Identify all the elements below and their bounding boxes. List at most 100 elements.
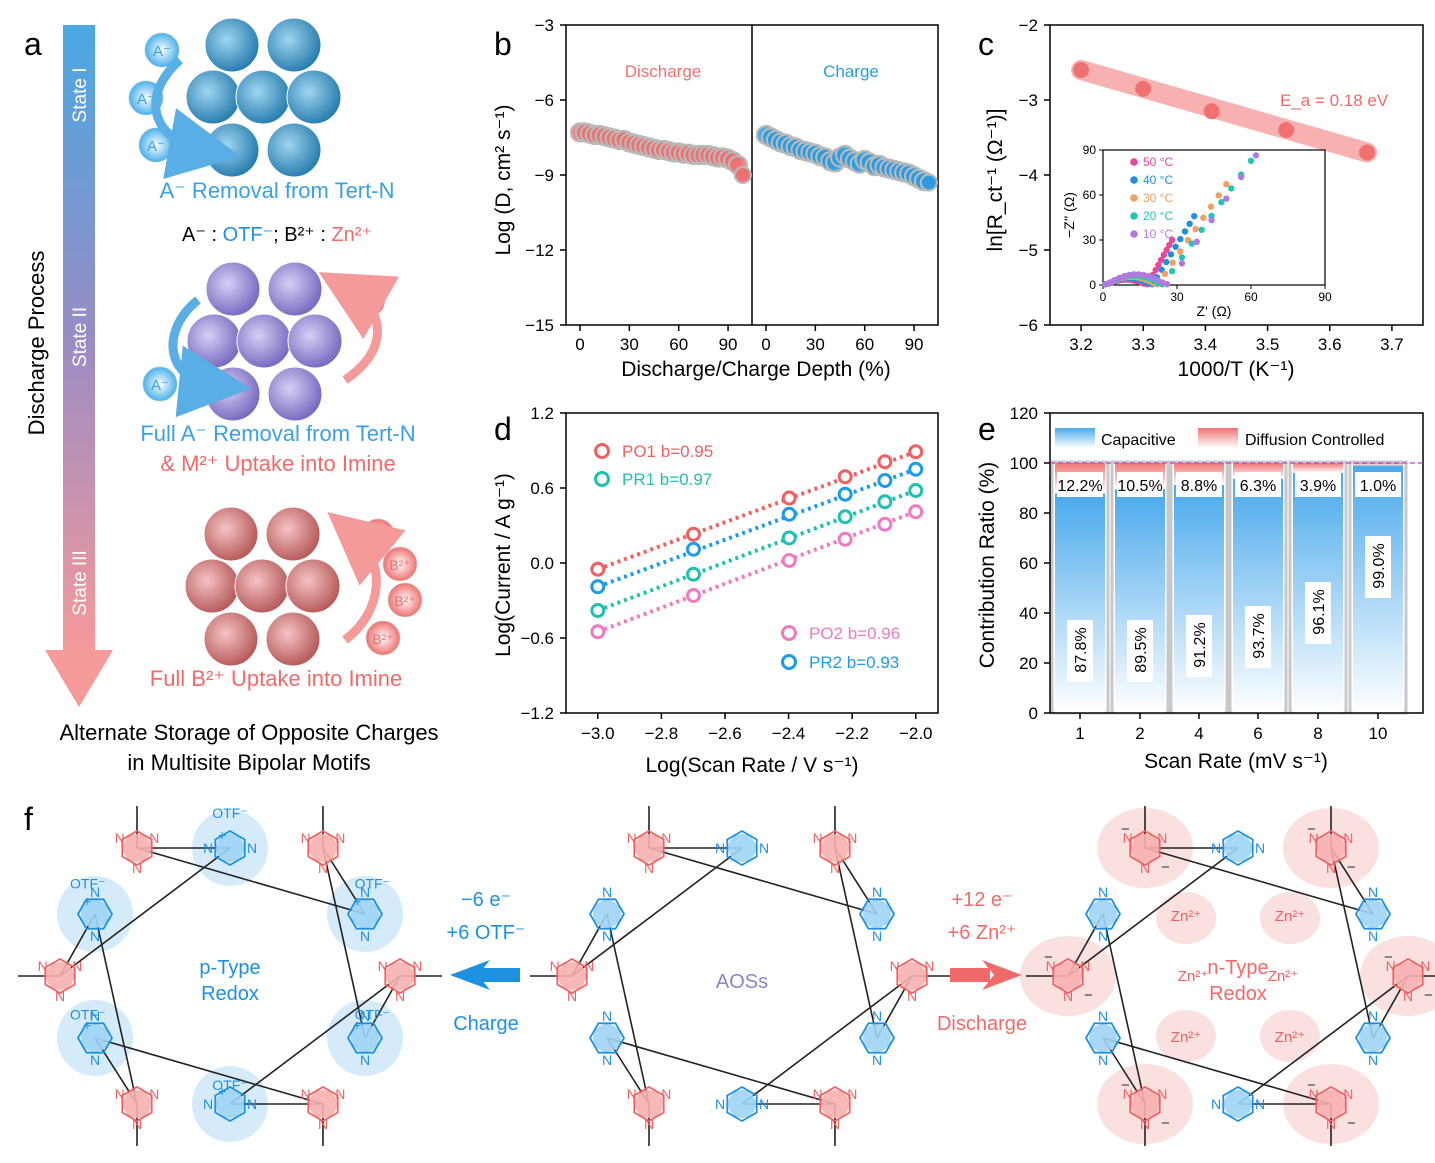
nitrogen-atom: N xyxy=(872,928,882,944)
bar-capacitive xyxy=(1233,478,1283,713)
inset-legend-label: 10 °C xyxy=(1143,227,1173,241)
xtick-label-b: 60 xyxy=(669,335,688,354)
panel-letter-d: d xyxy=(494,411,512,447)
triazine-ring xyxy=(44,957,76,995)
points-b xyxy=(569,122,938,192)
label-bg-capacitive xyxy=(1127,620,1153,682)
piperazine-glow xyxy=(1089,1024,1117,1052)
nitrogen-atom: N xyxy=(72,958,82,974)
xlabel-b: Discharge/Charge Depth (%) xyxy=(621,358,891,381)
point-d xyxy=(837,531,853,547)
cation-bubble xyxy=(365,620,401,656)
discharge-label: Discharge xyxy=(625,62,702,81)
inset-point xyxy=(1125,271,1133,279)
nitrogen-atom: N xyxy=(1140,1116,1150,1132)
axes-d: −3.0 −2.8 −2.6 −2.4 −2.2 −2.0 −1.2 −0.6 0.0 0.6 1.… xyxy=(520,404,932,743)
nitrogen-atom: N xyxy=(872,884,882,900)
point-d xyxy=(781,506,797,522)
panel-letter-e: e xyxy=(978,411,996,447)
particle-sphere xyxy=(286,69,342,125)
arrhenius-plot xyxy=(1071,60,1378,163)
inset-point xyxy=(1168,236,1176,244)
particle-sphere xyxy=(267,261,323,317)
nitrogen-atom: N xyxy=(1098,884,1108,900)
xtick-label-d: −2.8 xyxy=(645,724,679,743)
summary-line1: Alternate Storage of Opposite Charges xyxy=(59,720,438,745)
bar-label-capacitive: 99.0% xyxy=(1371,543,1388,588)
ytick-label-e: 60 xyxy=(1019,554,1038,573)
particle-sphere xyxy=(265,611,321,667)
piperazine-glow xyxy=(1359,1024,1387,1052)
bond xyxy=(1102,1037,1332,1105)
nitrogen-atom: N xyxy=(847,830,857,846)
triazine-glow xyxy=(1054,962,1082,990)
legend-label-d: PR1 b=0.97 xyxy=(622,470,712,489)
xlabel-c: 1000/T (K⁻¹) xyxy=(1178,358,1295,381)
label-bg-diffusion xyxy=(1295,472,1341,497)
triazine-ring xyxy=(633,829,665,867)
piperazine-ring xyxy=(1222,1085,1254,1123)
nitrogen-atom: N xyxy=(602,928,612,944)
negative-charge: − xyxy=(1307,821,1316,838)
nitrogen-atom: N xyxy=(90,1008,100,1024)
state1-caption: A⁻ Removal from Tert-N xyxy=(160,178,395,203)
bond xyxy=(94,1037,324,1105)
bond xyxy=(1237,975,1409,1105)
nitrogen-atom: N xyxy=(1080,958,1090,974)
triazine-ring xyxy=(819,1085,851,1123)
triazine-glow xyxy=(821,1090,849,1118)
piperazine-ring xyxy=(858,1022,896,1054)
ytick-label-b: −12 xyxy=(525,241,554,260)
negative-charge: − xyxy=(1161,1115,1170,1132)
cation-uptake-arrow-2 xyxy=(318,272,400,384)
state-3-label: State III xyxy=(70,550,91,615)
nitrogen-atom: N xyxy=(1309,830,1319,846)
nitrogen-atom: N xyxy=(890,958,900,974)
triazine-glow xyxy=(123,834,151,862)
nitrogen-atom: N xyxy=(1098,928,1108,944)
triazine-ring xyxy=(1315,829,1347,867)
panel-c: 3.2 3.3 3.4 3.5 3.6 3.7 −6 −5 −4 −3 −2 E_a = 0.18 … xyxy=(984,16,1424,381)
positive-charge: + xyxy=(218,1083,226,1099)
negative-charge: − xyxy=(1384,949,1393,966)
piperazine-ring xyxy=(76,1022,114,1054)
piperazine-ring xyxy=(1084,898,1122,930)
bond xyxy=(1144,847,1374,915)
bond xyxy=(648,847,878,915)
ytick-label-c: −3 xyxy=(1019,91,1038,110)
state-2-label: State II xyxy=(70,307,91,367)
zn-label: Zn²⁺ xyxy=(1171,1029,1201,1046)
panel-a: Discharge Process State I State II State… xyxy=(24,17,439,775)
legend-marker-d xyxy=(594,443,610,459)
point-d xyxy=(837,469,853,485)
triazine-ring xyxy=(384,957,416,995)
inset-legend-label: 40 °C xyxy=(1143,173,1173,187)
inset-point xyxy=(1181,228,1189,235)
ytick-label-d: −0.6 xyxy=(520,629,554,648)
inset-point xyxy=(1188,240,1196,247)
ytick-label-b: −15 xyxy=(525,316,554,335)
inset-point xyxy=(1247,157,1255,164)
bar-diffusion xyxy=(1293,463,1343,473)
panel-e: 12.2% 87.8% 10.5% 89.5% 8.8% 91.2% 6.3% 93.7% 3.… xyxy=(976,404,1424,773)
nitrogen-atom: N xyxy=(830,860,840,876)
inset-point xyxy=(1166,241,1173,249)
inset-point xyxy=(1160,251,1168,259)
bar-label-capacitive: 91.2% xyxy=(1192,622,1209,667)
point-d xyxy=(590,579,606,595)
cation-bubble-label: B²⁺ xyxy=(372,631,393,647)
point-charge xyxy=(919,173,938,192)
state-1-label: State I xyxy=(70,68,91,123)
triazine-ring xyxy=(1392,957,1424,995)
charge-anions: +6 OTF⁻ xyxy=(447,922,526,944)
label-bg-capacitive xyxy=(1067,620,1093,682)
bar-label-capacitive: 93.7% xyxy=(1251,613,1268,658)
xtick-label-b: 90 xyxy=(719,335,738,354)
zn-label: Zn²⁺ xyxy=(1171,908,1201,925)
inset-legend-label: 50 °C xyxy=(1143,155,1173,169)
nitrogen-atom: N xyxy=(360,1052,370,1068)
nitrogen-atom: N xyxy=(335,1086,345,1102)
bar-label-diffusion: 1.0% xyxy=(1360,478,1396,495)
